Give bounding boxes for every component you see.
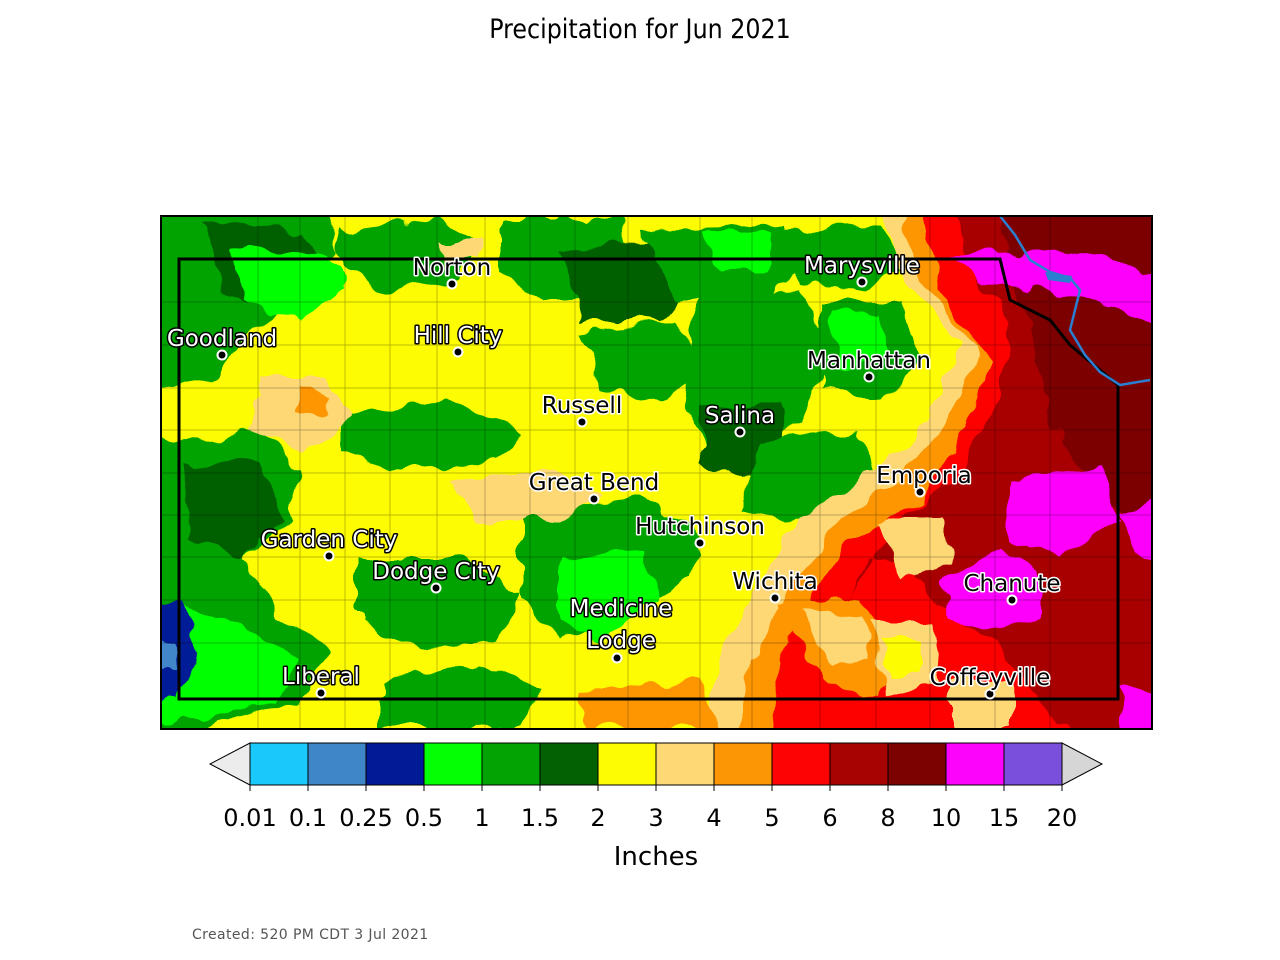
city-label-emporia: Emporia bbox=[876, 463, 972, 489]
colorbar-bin-3 bbox=[424, 743, 482, 785]
colorbar-tick-label-13: 15 bbox=[989, 804, 1020, 832]
city-label-garden-city: Garden City bbox=[261, 527, 398, 553]
colorbar-bin-2 bbox=[366, 743, 424, 785]
city-label-goodland: Goodland bbox=[167, 326, 277, 352]
city-label-great-bend: Great Bend bbox=[529, 470, 659, 496]
colorbar-bin-13 bbox=[1004, 743, 1062, 785]
city-label-norton: Norton bbox=[413, 255, 491, 281]
colorbar-bin-6 bbox=[598, 743, 656, 785]
city-marker-chanute bbox=[1006, 594, 1018, 606]
colorbar-tick-label-6: 2 bbox=[590, 804, 605, 832]
city-marker-goodland bbox=[216, 349, 228, 361]
colorbar-tick-label-8: 4 bbox=[706, 804, 721, 832]
colorbar-bin-12 bbox=[946, 743, 1004, 785]
colorbar-under-arrow bbox=[208, 742, 251, 786]
city-marker-medicine-lodge bbox=[611, 652, 623, 664]
city-marker-dodge-city bbox=[430, 582, 442, 594]
city-marker-great-bend bbox=[588, 493, 600, 505]
city-marker-liberal bbox=[315, 687, 327, 699]
colorbar-bin-11 bbox=[888, 743, 946, 785]
county-lines bbox=[161, 216, 1152, 729]
city-label-chanute: Chanute bbox=[963, 571, 1060, 597]
colorbar-bin-10 bbox=[830, 743, 888, 785]
city-marker-norton bbox=[446, 278, 458, 290]
colorbar-unit-label: Inches bbox=[614, 842, 698, 872]
city-label-medicine-lodge-line2: Lodge bbox=[586, 628, 656, 654]
city-label-coffeyville: Coffeyville bbox=[930, 665, 1051, 691]
colorbar-tick-label-14: 20 bbox=[1047, 804, 1078, 832]
city-marker-hutchinson bbox=[694, 537, 706, 549]
colorbar-bin-8 bbox=[714, 743, 772, 785]
colorbar-bin-5 bbox=[540, 743, 598, 785]
colorbar-tick-label-9: 5 bbox=[764, 804, 779, 832]
city-marker-marysville bbox=[856, 276, 868, 288]
colorbar-tick-label-4: 1 bbox=[474, 804, 489, 832]
map-title: Precipitation for Jun 2021 bbox=[489, 14, 791, 45]
city-marker-emporia bbox=[914, 486, 926, 498]
colorbar: 0.01 0.1 0.25 0.5 1 1.5 2 3 4 5 6 8 10 15 20 Inches bbox=[208, 742, 1104, 872]
lake bbox=[1045, 272, 1072, 283]
colorbar-bin-1 bbox=[308, 743, 366, 785]
colorbar-tick-label-2: 0.25 bbox=[339, 804, 392, 832]
city-label-dodge-city: Dodge City bbox=[372, 559, 500, 585]
colorbar-tick-label-5: 1.5 bbox=[521, 804, 559, 832]
city-label-medicine-lodge-line1: Medicine bbox=[570, 596, 673, 622]
colorbar-bin-7 bbox=[656, 743, 714, 785]
created-timestamp: Created: 520 PM CDT 3 Jul 2021 bbox=[192, 927, 429, 943]
colorbar-tick-label-11: 8 bbox=[880, 804, 895, 832]
city-label-wichita: Wichita bbox=[732, 569, 817, 595]
colorbar-bin-0 bbox=[250, 743, 308, 785]
colorbar-tick-label-1: 0.1 bbox=[289, 804, 327, 832]
city-marker-coffeyville bbox=[984, 688, 996, 700]
city-label-hutchinson: Hutchinson bbox=[635, 514, 765, 540]
map-frame bbox=[160, 215, 1153, 730]
city-label-salina: Salina bbox=[705, 403, 775, 429]
colorbar-bin-4 bbox=[482, 743, 540, 785]
city-label-manhattan: Manhattan bbox=[807, 348, 931, 374]
city-marker-wichita bbox=[769, 592, 781, 604]
colorbar-over-arrow bbox=[1061, 742, 1104, 786]
city-layer: Norton Marysville Goodland Hill City Manhatt… bbox=[165, 252, 1062, 700]
colorbar-tick-label-10: 6 bbox=[822, 804, 837, 832]
colorbar-bin-9 bbox=[772, 743, 830, 785]
city-marker-russell bbox=[576, 416, 588, 428]
city-label-liberal: Liberal bbox=[282, 664, 360, 690]
colorbar-tick-label-7: 3 bbox=[648, 804, 663, 832]
colorbar-tick-label-0: 0.01 bbox=[223, 804, 276, 832]
city-marker-garden-city bbox=[323, 550, 335, 562]
city-marker-hill-city bbox=[452, 346, 464, 358]
precipitation-field bbox=[161, 216, 1152, 729]
city-marker-manhattan bbox=[863, 371, 875, 383]
city-label-hill-city: Hill City bbox=[414, 323, 503, 349]
state-border bbox=[177, 257, 1120, 701]
city-label-russell: Russell bbox=[542, 393, 622, 419]
city-label-marysville: Marysville bbox=[804, 253, 920, 279]
colorbar-tick-label-3: 0.5 bbox=[405, 804, 443, 832]
city-marker-salina bbox=[734, 426, 746, 438]
colorbar-tick-label-12: 10 bbox=[931, 804, 962, 832]
missouri-river bbox=[999, 215, 1151, 387]
